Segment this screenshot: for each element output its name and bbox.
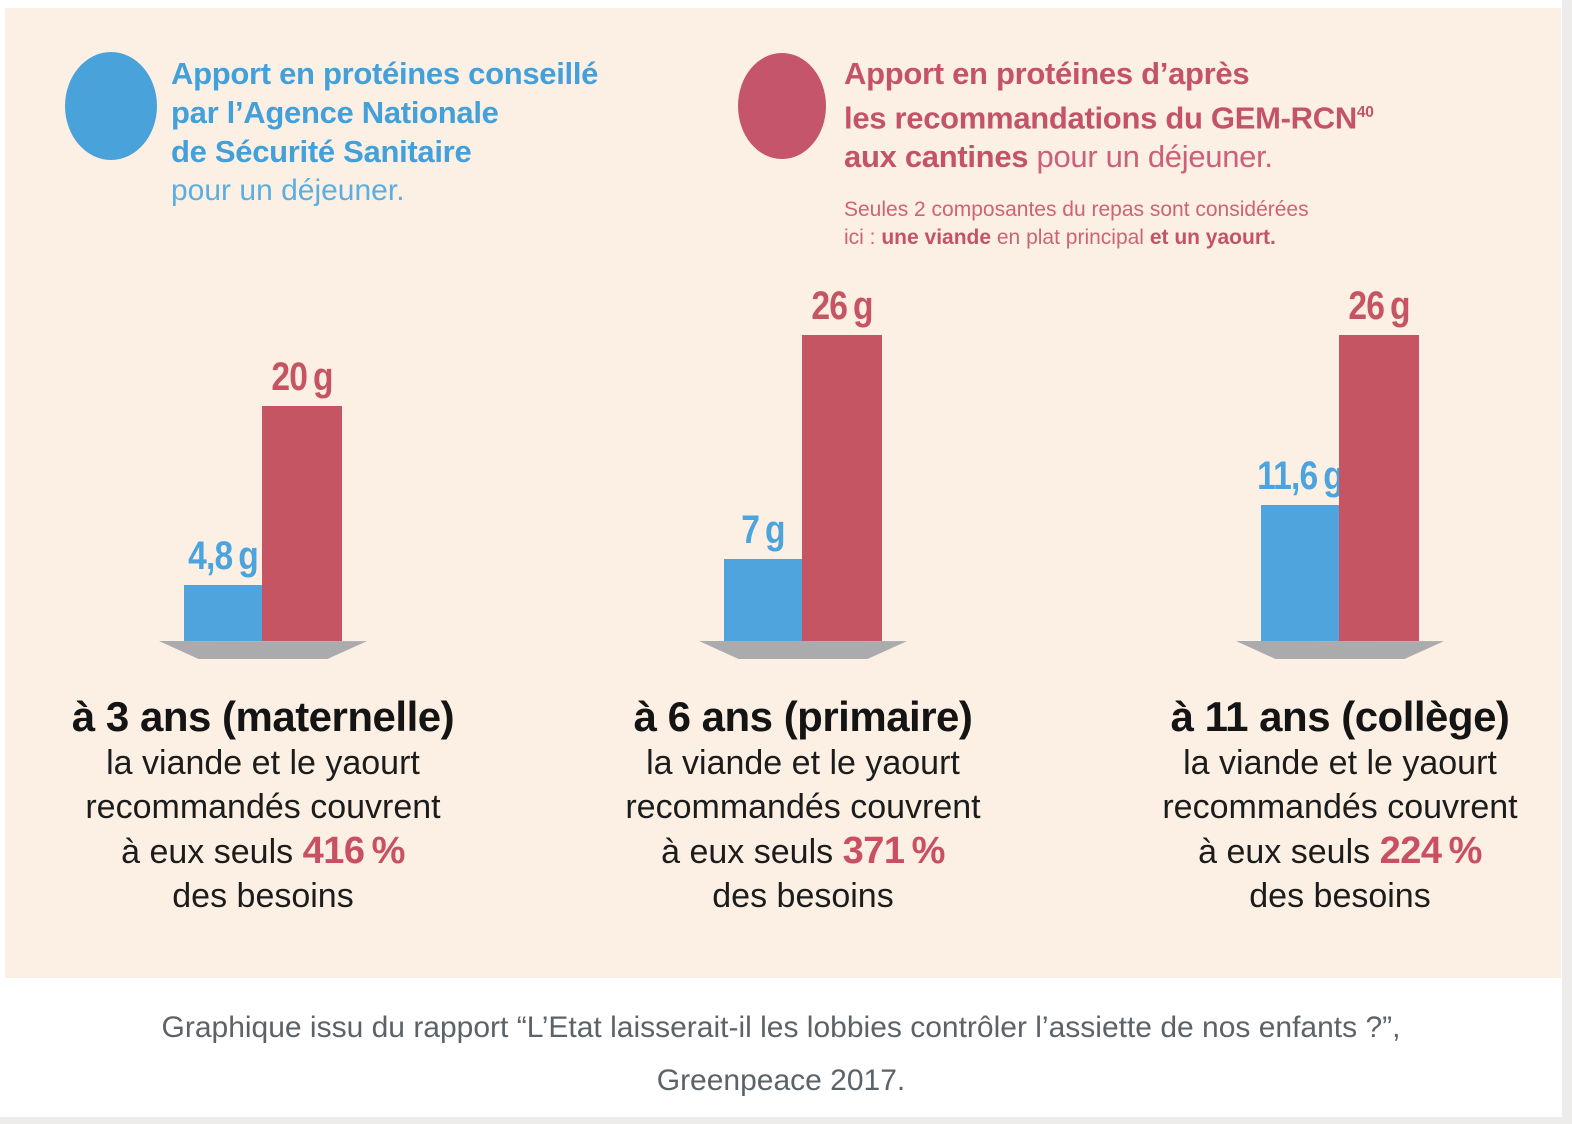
bar-value-label: 26 g bbox=[1348, 284, 1410, 328]
caption-line: à eux seuls 416 % bbox=[43, 829, 483, 874]
caption-6-ans: à 6 ans (primaire) la viande et le yaour… bbox=[583, 693, 1023, 918]
caption-line: recommandés couvrent bbox=[85, 788, 441, 826]
legend-gemrcn-line3-rest: pour un déjeuner. bbox=[1028, 139, 1274, 175]
bar-value-label: 20 g bbox=[271, 355, 333, 399]
legend-gemrcn-line: les recommandations du GEM-RCN40 bbox=[844, 93, 1374, 137]
note-ici: ici : bbox=[844, 226, 882, 250]
bars-11-ans: 11,6 g 26 g bbox=[1120, 284, 1560, 641]
bar-shadow bbox=[159, 641, 367, 659]
bar-value-label: 7 g bbox=[741, 508, 785, 552]
note-line1: Seules 2 composantes du repas sont consi… bbox=[844, 198, 1309, 222]
legend-anses-line: par l’Agence Nationale bbox=[171, 95, 499, 130]
bar-anses-3-ans: 4,8 g bbox=[184, 534, 262, 641]
caption-line: recommandés couvrent bbox=[625, 788, 981, 826]
caption-3-ans: à 3 ans (maternelle) la viande et le yao… bbox=[43, 693, 483, 918]
caption-line: des besoins bbox=[712, 877, 894, 915]
legend-gemrcn-line: aux cantines pour un déjeuner. bbox=[844, 137, 1374, 176]
age-label: à 11 ans (collège) bbox=[1170, 693, 1510, 740]
bar-value-label: 11,6 g bbox=[1257, 454, 1344, 498]
bar-value-label: 4,8 g bbox=[188, 534, 259, 578]
bar-group-3-ans: 4,8 g 20 g à 3 ans (maternelle) la viand… bbox=[43, 311, 483, 918]
legend-gemrcn: Apport en protéines d’après les recomman… bbox=[738, 48, 1374, 252]
caption-prefix: à eux seuls bbox=[121, 833, 303, 871]
chart-panel: Apport en protéines conseillé par l’Agen… bbox=[5, 8, 1561, 978]
legend-gemrcn-line3-bold: aux cantines bbox=[844, 139, 1029, 175]
bar-gemrcn-3-ans: 20 g bbox=[262, 355, 342, 641]
source-caption: Graphique issu du rapport “L’Etat laisse… bbox=[0, 1001, 1562, 1107]
percent-value: 371 % bbox=[842, 830, 946, 872]
caption-prefix: à eux seuls bbox=[661, 833, 843, 871]
note-viande: une viande bbox=[881, 226, 992, 250]
bar-value-label: 26 g bbox=[811, 284, 873, 328]
note-mid: en plat principal bbox=[991, 226, 1150, 250]
caption-line: des besoins bbox=[172, 877, 354, 915]
bar-anses-11-ans: 11,6 g bbox=[1257, 454, 1344, 641]
legend-gemrcn-text: Apport en protéines d’après les recomman… bbox=[844, 48, 1374, 252]
source-caption-line1: Graphique issu du rapport “L’Etat laisse… bbox=[161, 1011, 1401, 1044]
caption-line: la viande et le yaourt bbox=[106, 744, 420, 782]
legend-gemrcn-line2-text: les recommandations du GEM-RCN bbox=[844, 100, 1357, 136]
bar-shadow bbox=[699, 641, 907, 659]
percent-value: 416 % bbox=[302, 830, 406, 872]
legend-gemrcn-note: Seules 2 composantes du repas sont consi… bbox=[844, 196, 1374, 252]
footnote-marker: 40 bbox=[1356, 104, 1374, 121]
bar-group-6-ans: 7 g 26 g à 6 ans (primaire) la viande et… bbox=[583, 284, 1023, 918]
bar-group-11-ans: 11,6 g 26 g à 11 ans (collège) la viande… bbox=[1120, 284, 1560, 918]
bar-gemrcn-11-ans: 26 g bbox=[1339, 284, 1419, 641]
bar-gemrcn-6-ans: 26 g bbox=[802, 284, 882, 641]
red-dot-icon bbox=[738, 53, 826, 159]
caption-line: recommandés couvrent bbox=[1162, 788, 1518, 826]
legend-anses: Apport en protéines conseillé par l’Agen… bbox=[65, 48, 598, 210]
caption-prefix: à eux seuls bbox=[1198, 833, 1380, 871]
legend-gemrcn-line: Apport en protéines d’après bbox=[844, 56, 1250, 91]
note-yaourt: et un yaourt. bbox=[1149, 226, 1276, 250]
caption-line: la viande et le yaourt bbox=[1183, 744, 1497, 782]
caption-line: à eux seuls 371 % bbox=[583, 829, 1023, 874]
source-caption-line2: Greenpeace 2017. bbox=[656, 1064, 906, 1097]
legend-anses-line: Apport en protéines conseillé bbox=[171, 56, 599, 91]
bars-6-ans: 7 g 26 g bbox=[583, 284, 1023, 641]
bars-3-ans: 4,8 g 20 g bbox=[43, 311, 483, 641]
note-line2: ici : une viande en plat principal et un… bbox=[844, 224, 1374, 252]
legend-anses-line: de Sécurité Sanitaire bbox=[171, 134, 472, 169]
caption-line: la viande et le yaourt bbox=[646, 744, 960, 782]
legend-anses-text: Apport en protéines conseillé par l’Agen… bbox=[171, 48, 598, 210]
age-label: à 3 ans (maternelle) bbox=[71, 693, 455, 740]
percent-value: 224 % bbox=[1379, 830, 1483, 872]
blue-dot-icon bbox=[65, 52, 157, 160]
bar-anses-6-ans: 7 g bbox=[724, 508, 802, 641]
age-label: à 6 ans (primaire) bbox=[633, 693, 973, 740]
caption-line: des besoins bbox=[1249, 877, 1431, 915]
bar-shadow bbox=[1236, 641, 1444, 659]
caption-11-ans: à 11 ans (collège) la viande et le yaour… bbox=[1120, 693, 1560, 918]
caption-line: à eux seuls 224 % bbox=[1120, 829, 1560, 874]
legend-anses-subline: pour un déjeuner. bbox=[171, 174, 405, 207]
